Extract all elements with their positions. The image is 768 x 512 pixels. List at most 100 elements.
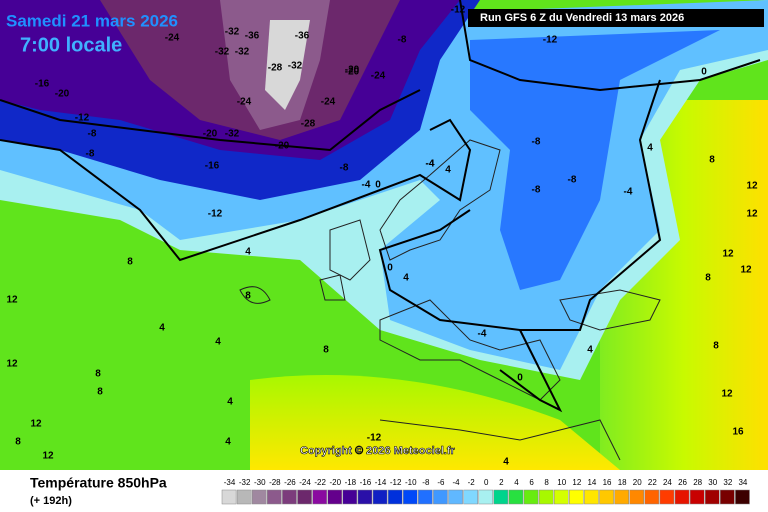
copyright: Copyright © 2026 Meteociel.fr xyxy=(300,445,456,457)
forecast-time: 7:00 locale xyxy=(20,34,122,56)
footer-subtitle: (+ 192h) xyxy=(30,495,72,507)
legend-label: 6 xyxy=(529,478,534,487)
map-label: -8 xyxy=(86,149,95,160)
map-label: 0 xyxy=(375,180,381,191)
map-label: 12 xyxy=(30,419,42,430)
legend-swatch xyxy=(402,489,418,505)
map-label: -36 xyxy=(245,31,260,42)
legend-label: -6 xyxy=(437,478,445,487)
forecast-date: Samedi 21 mars 2026 xyxy=(6,11,178,30)
legend-label: -22 xyxy=(314,478,326,487)
map-label: 4 xyxy=(445,165,451,176)
map-label: 8 xyxy=(127,257,133,268)
map-label: -12 xyxy=(543,35,558,46)
legend-label: 22 xyxy=(648,478,657,487)
map-label: -8 xyxy=(340,163,349,174)
map-label: 12 xyxy=(6,359,18,370)
footer-title: Température 850hPa xyxy=(30,475,167,491)
legend-swatch xyxy=(297,489,312,505)
legend-swatch xyxy=(704,489,720,505)
legend-label: -34 xyxy=(224,478,236,487)
map-label: 8 xyxy=(705,273,711,284)
legend-swatch xyxy=(629,489,645,505)
map-label: 4 xyxy=(159,323,165,334)
run-info: Run GFS 6 Z du Vendredi 13 mars 2026 xyxy=(480,12,684,24)
legend-label: -30 xyxy=(254,478,266,487)
map-label: 12 xyxy=(740,265,752,276)
legend-label: -10 xyxy=(405,478,417,487)
legend-swatch xyxy=(478,489,494,505)
legend-swatch xyxy=(342,489,358,505)
map-label: 8 xyxy=(95,369,101,380)
legend-swatch xyxy=(357,489,373,505)
map-label: -24 xyxy=(321,97,336,108)
map-label: 0 xyxy=(701,67,707,78)
map-label: 16 xyxy=(732,427,744,438)
legend-swatch xyxy=(251,489,267,505)
color-legend: -34 -32 -30 -28 -26 -24 -22 -20 -18 -16 -14 -12 -10-… xyxy=(221,478,750,505)
legend-label: 20 xyxy=(633,478,642,487)
legend-label: -32 xyxy=(239,478,251,487)
legend-label: 2 xyxy=(499,478,504,487)
map-label: 4 xyxy=(647,143,653,154)
map-label: -28 xyxy=(301,119,316,130)
legend-swatch xyxy=(327,489,343,505)
map-label: 8 xyxy=(713,341,719,352)
legend-swatch xyxy=(372,489,388,505)
legend-label: 14 xyxy=(587,478,596,487)
map-label: -4 xyxy=(426,159,435,170)
map-label: -16 xyxy=(205,161,220,172)
map-label: 12 xyxy=(746,209,758,220)
legend-label: -26 xyxy=(284,478,296,487)
legend-swatch xyxy=(674,489,690,505)
legend-label: -8 xyxy=(422,478,430,487)
legend-swatch xyxy=(508,489,524,505)
map-label: -32 xyxy=(225,129,240,140)
legend-swatch xyxy=(448,489,463,505)
run-box xyxy=(468,9,764,27)
map-label: -28 xyxy=(268,63,283,74)
map-label: 12 xyxy=(722,249,734,260)
contours xyxy=(0,0,761,413)
legend-label: -28 xyxy=(269,478,281,487)
map-label: -20 xyxy=(275,141,290,152)
map-label: -20 xyxy=(345,65,360,76)
map-label: -20 xyxy=(203,129,218,140)
legend-swatch xyxy=(312,489,327,505)
map-label: 8 xyxy=(97,387,103,398)
legend-label: -20 xyxy=(329,478,341,487)
map-label: -4 xyxy=(426,159,435,170)
map-label: -36 xyxy=(295,31,310,42)
legend-label: -12 xyxy=(390,478,402,487)
legend-label: -16 xyxy=(360,478,372,487)
legend-swatch xyxy=(418,489,433,505)
legend-swatch xyxy=(236,489,252,505)
legend-label: -4 xyxy=(452,478,460,487)
map-label: 8 xyxy=(245,291,251,302)
map-label: -32 xyxy=(215,47,230,58)
legend-label: 30 xyxy=(708,478,717,487)
legend-label: 12 xyxy=(572,478,581,487)
legend-swatch xyxy=(599,489,614,505)
map-label: 8 xyxy=(323,345,329,356)
map-background xyxy=(0,0,768,470)
map-label: 12 xyxy=(6,295,18,306)
map-label: -24 xyxy=(165,33,180,44)
legend-swatch xyxy=(523,489,539,505)
legend-label: -18 xyxy=(345,478,357,487)
map-label: -24 xyxy=(371,71,386,82)
map-label: 4 xyxy=(587,345,593,356)
map-label: 0 xyxy=(387,263,393,274)
map-label: -24 xyxy=(237,97,252,108)
legend-label: -24 xyxy=(299,478,311,487)
map-label: -12 xyxy=(75,113,90,124)
legend-swatch xyxy=(221,489,237,505)
map-label: 8 xyxy=(15,437,21,448)
map-label: -16 xyxy=(35,79,50,90)
legend-swatch xyxy=(493,489,509,505)
map-label: -4 xyxy=(478,329,487,340)
legend-label: 0 xyxy=(484,478,489,487)
legend-label: -2 xyxy=(468,478,476,487)
map-label: 4 xyxy=(225,437,231,448)
